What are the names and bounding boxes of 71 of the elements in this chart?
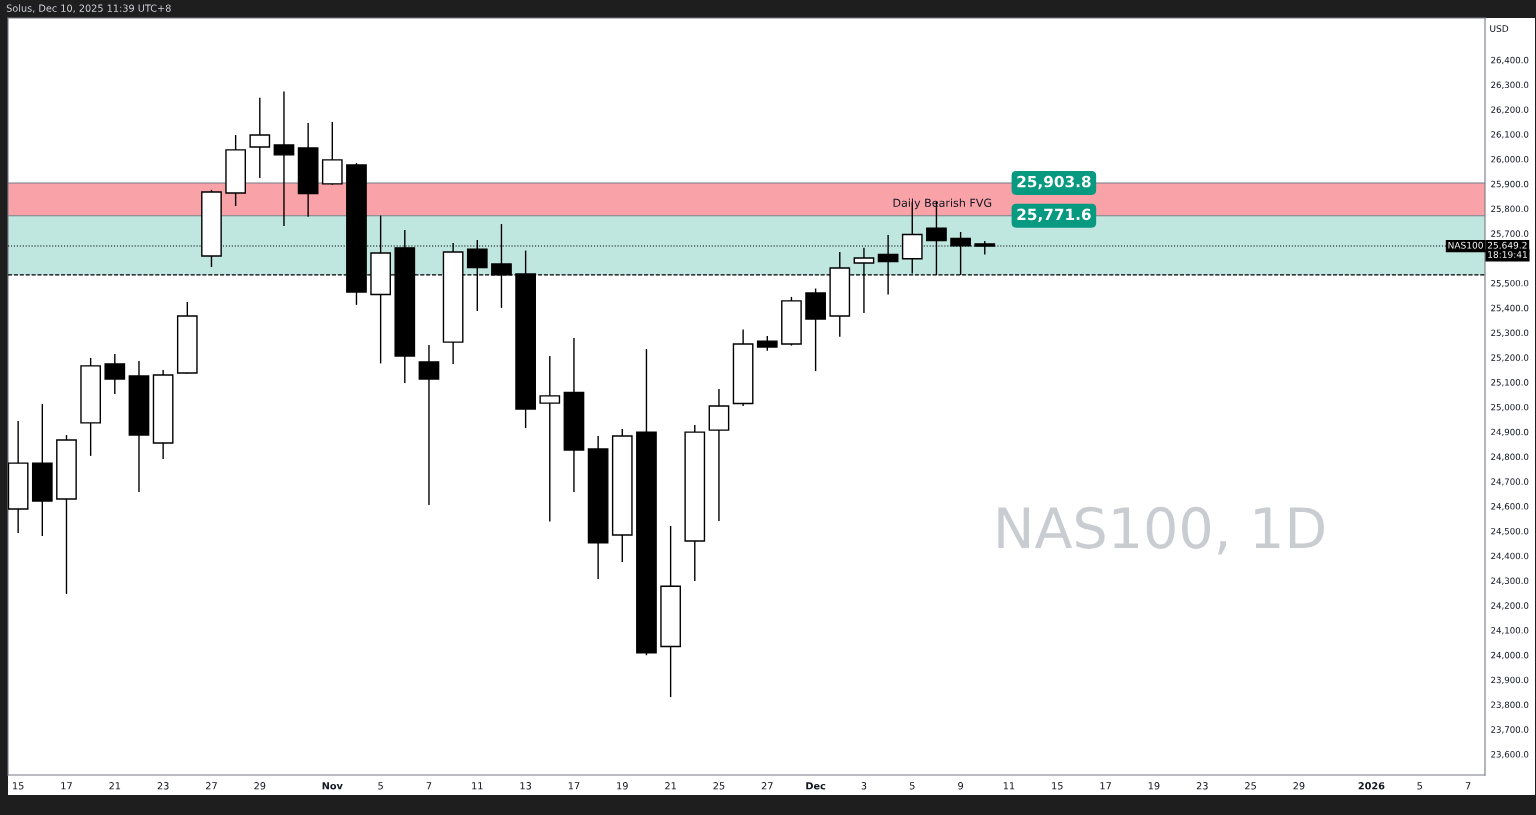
x-tick-label: 19 [1148, 782, 1160, 790]
x-tick-label: 23 [1196, 782, 1208, 790]
x-tick-label: 7 [1465, 782, 1471, 790]
y-tick-label: 24,300.0 [1491, 577, 1529, 585]
y-tick-label: 26,400.0 [1491, 56, 1529, 65]
y-tick-label: 25,700.0 [1491, 230, 1529, 238]
x-tick-label: 19 [617, 782, 628, 790]
x-tick-label: 23 [157, 782, 169, 790]
x-tick-label: 5 [378, 782, 383, 790]
y-tick-label: 26,300.0 [1491, 81, 1529, 89]
y-tick-label: 24,800.0 [1491, 453, 1529, 461]
y-tick-label: 23,800.0 [1491, 701, 1529, 709]
y-tick-label: 24,500.0 [1491, 527, 1529, 536]
x-tick-label: 5 [909, 782, 915, 790]
y-tick-label: 26,000.0 [1491, 155, 1529, 164]
x-tick-label: 29 [254, 782, 266, 790]
candlestick [104, 353, 126, 395]
x-tick-label: 13 [520, 782, 532, 790]
x-tick-label: Dec [806, 782, 826, 790]
y-tick-label: 26,200.0 [1491, 106, 1529, 114]
x-tick-label: 11 [472, 782, 483, 790]
ref-line-label: 25,649.2 [1487, 241, 1527, 250]
text: Solus, Dec 10, 2025 11:39 UTC+8 [6, 4, 171, 13]
y-axis-title: USD [1490, 25, 1509, 32]
x-tick-label: 27 [206, 782, 217, 790]
y-tick-label: 26,100.0 [1491, 131, 1529, 139]
y-tick-label: 24,900.0 [1491, 428, 1529, 437]
y-tick-label: 25,100.0 [1491, 379, 1529, 387]
y-tick-label: 25,400.0 [1491, 304, 1529, 313]
x-tick-label: 5 [1417, 782, 1422, 790]
x-tick-label: 21 [665, 782, 676, 790]
x-tick-label: 21 [109, 782, 121, 790]
x-tick-label: 3 [861, 782, 867, 790]
x-tick-label: 17 [1100, 782, 1111, 790]
y-tick-label: 24,000.0 [1491, 651, 1529, 660]
y-tick-label: 24,100.0 [1491, 627, 1529, 635]
candlestick [539, 355, 561, 523]
x-tick-label: 9 [958, 782, 964, 790]
y-tick-label: 23,600.0 [1491, 751, 1529, 759]
y-tick-label: 25,000.0 [1491, 403, 1529, 412]
candlestick [273, 90, 295, 227]
x-tick-label: 25 [1245, 782, 1256, 790]
y-tick-label: 25,800.0 [1491, 205, 1529, 213]
x-tick-label: 25 [713, 782, 725, 790]
y-tick-label: 25,900.0 [1491, 180, 1529, 189]
x-tick-label: 15 [13, 782, 24, 790]
x-tick-label: 27 [761, 782, 773, 790]
text: 18:19:41 [1488, 251, 1527, 258]
ref-line-label: 25,771.6 [1017, 208, 1091, 223]
candlestick [249, 97, 271, 179]
x-tick-label: 11 [1003, 782, 1015, 790]
y-tick-label: 24,700.0 [1491, 478, 1529, 486]
x-tick-label: 15 [1052, 782, 1063, 790]
y-tick-label: 25,300.0 [1491, 329, 1529, 337]
y-tick-label: 24,400.0 [1491, 552, 1529, 561]
y-tick-label: 25,200.0 [1491, 354, 1529, 362]
y-tick-label: 25,500.0 [1491, 279, 1529, 288]
x-tick-label: 17 [568, 782, 580, 790]
annotation: NAS100 [1448, 241, 1483, 249]
x-tick-label: 17 [61, 782, 72, 790]
x-tick-label: 29 [1293, 782, 1305, 790]
x-tick-label: Nov [322, 782, 343, 790]
x-tick-label: 2026 [1358, 782, 1385, 790]
y-tick-label: 23,700.0 [1491, 726, 1529, 734]
candlestick [418, 344, 440, 506]
band-label: Daily Bearish FVG [893, 198, 992, 210]
ref-line-label: 25,903.8 [1017, 175, 1091, 190]
y-tick-label: 24,200.0 [1491, 602, 1529, 610]
y-tick-label: 24,600.0 [1491, 503, 1529, 511]
y-tick-label: 23,900.0 [1491, 676, 1529, 685]
x-tick-label: 7 [426, 782, 432, 790]
